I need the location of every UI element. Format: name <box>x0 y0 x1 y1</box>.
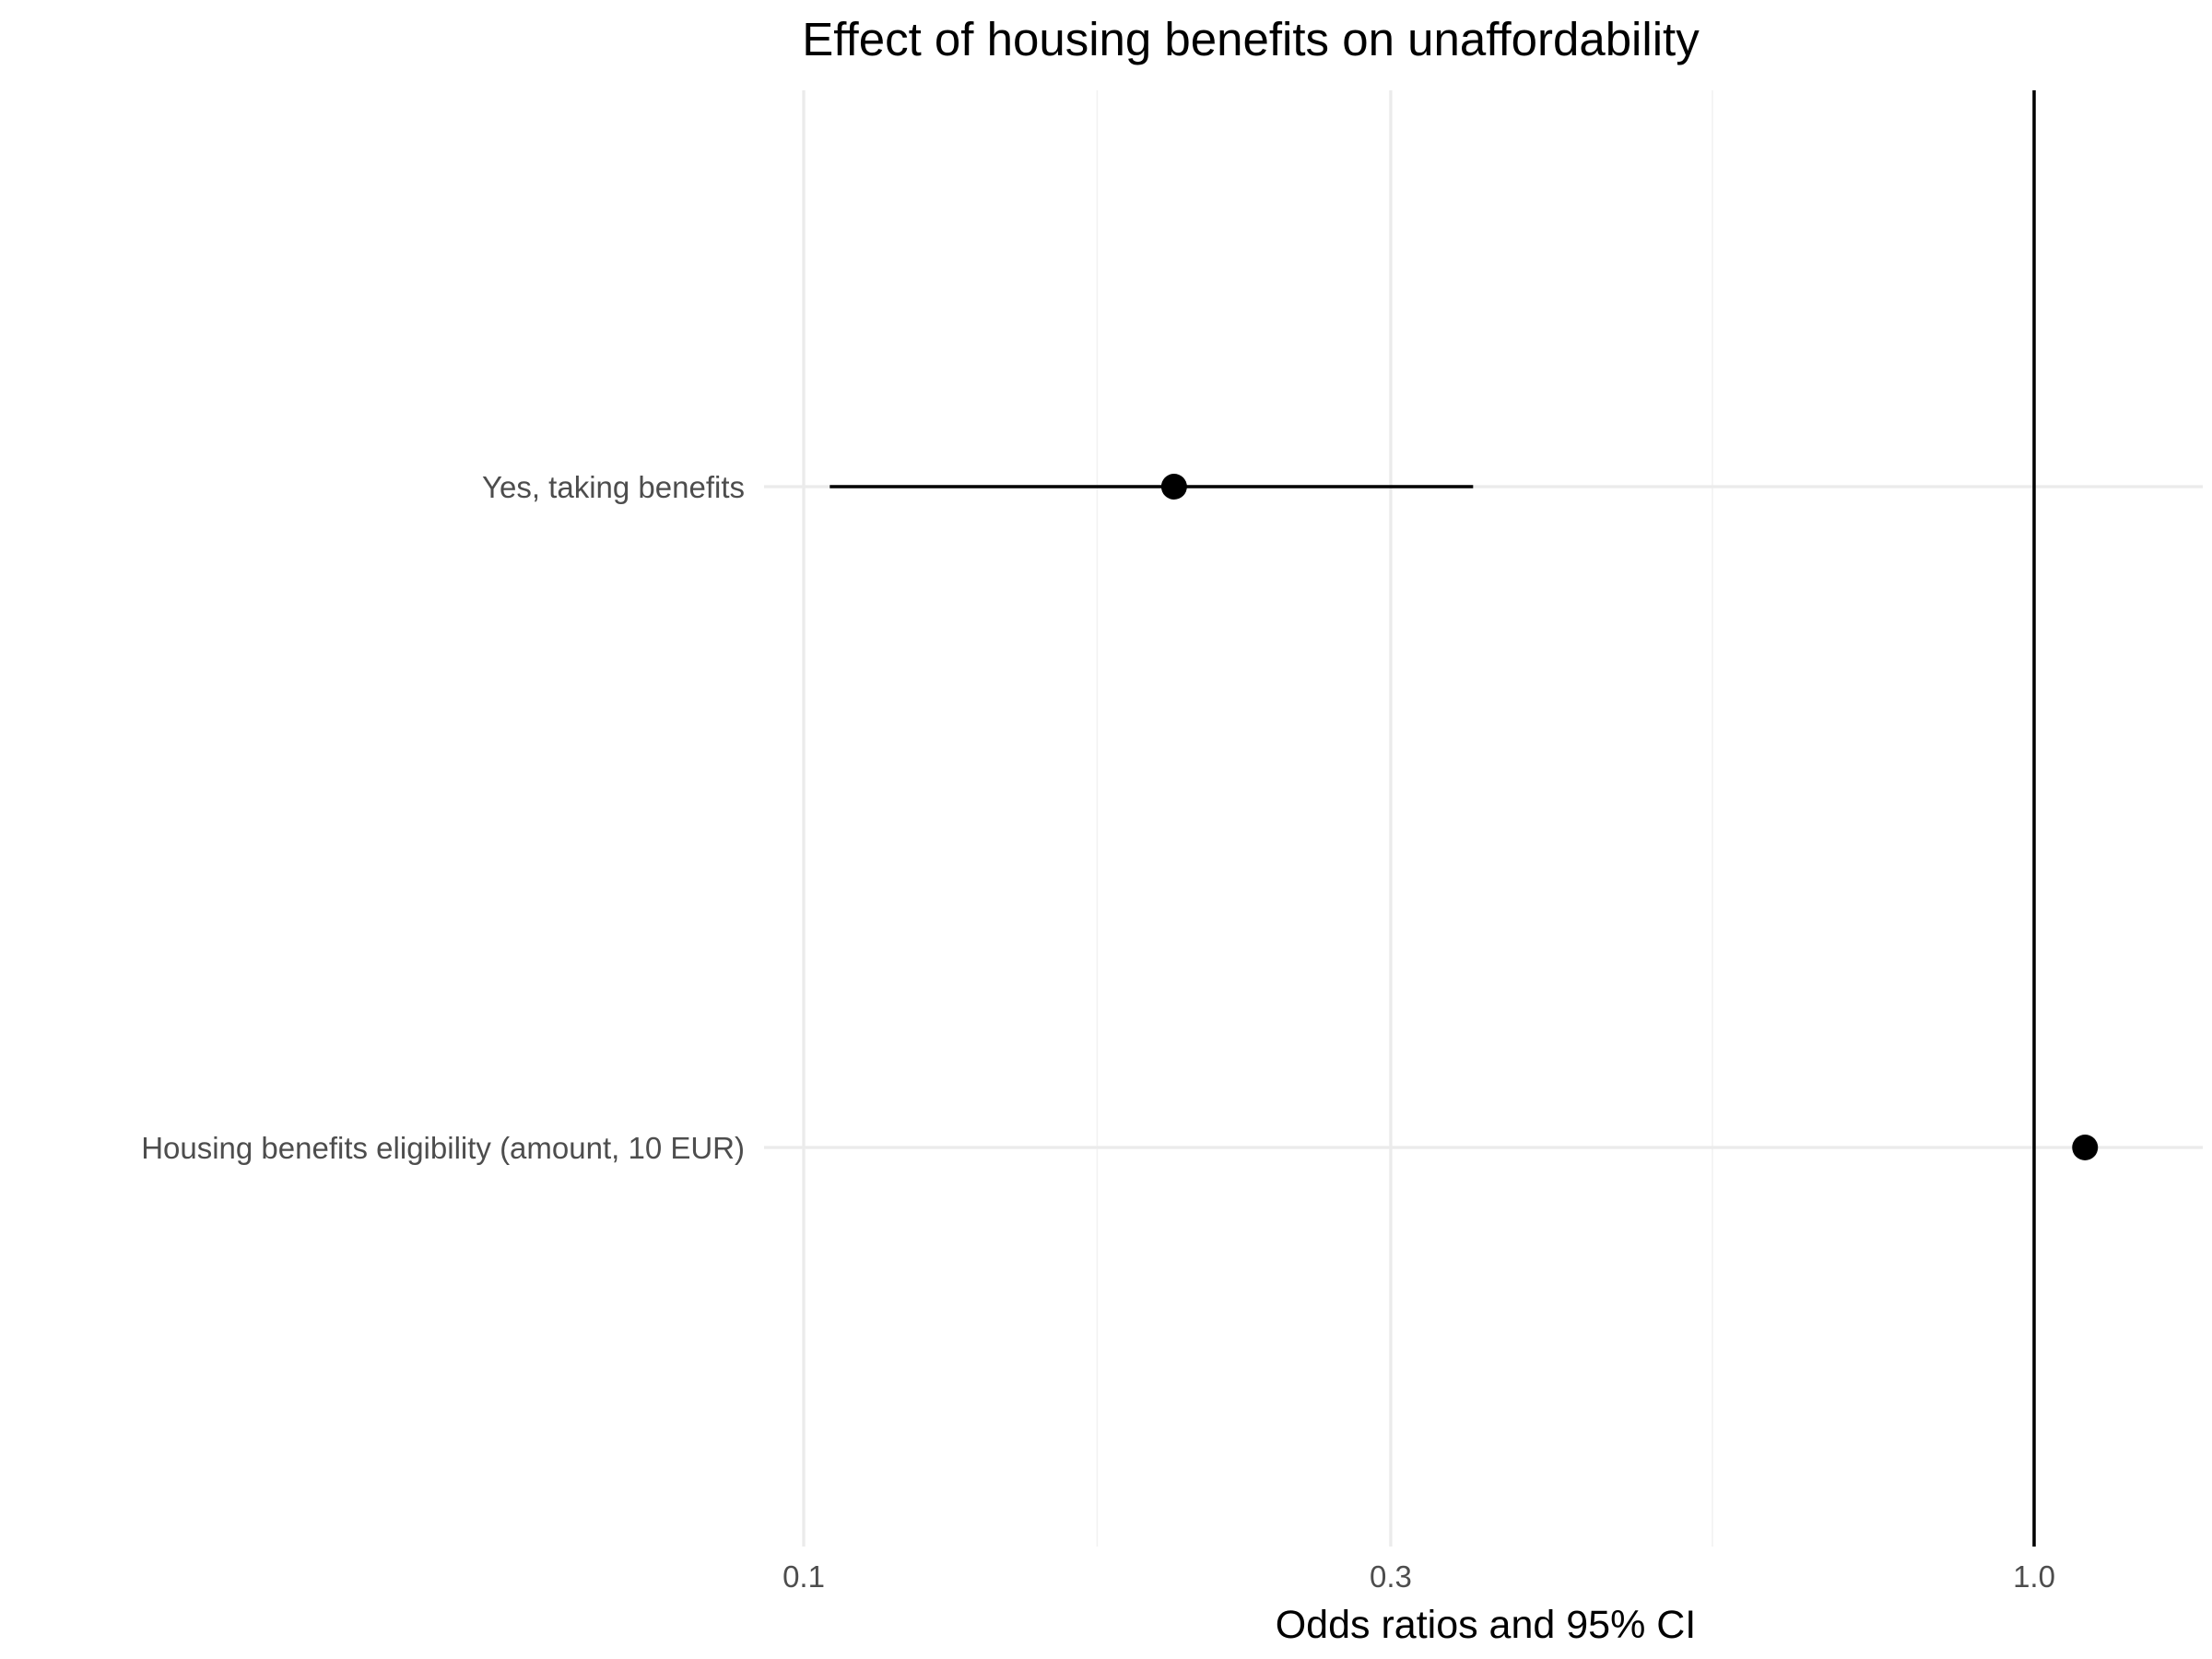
data-marks <box>830 474 2099 1160</box>
y-tick-label: Yes, taking benefits <box>482 470 745 504</box>
estimate-point <box>1160 474 1187 500</box>
x-axis-title: Odds ratios and 95% CI <box>1276 1603 1697 1647</box>
x-tick-label: 0.1 <box>782 1559 825 1594</box>
x-tick-label: 0.3 <box>1370 1559 1412 1594</box>
y-tick-label: Housing benefits eligibility (amount, 10… <box>141 1131 745 1165</box>
estimate-point <box>2072 1135 2099 1160</box>
chart-title: Effect of housing benefits on unaffordab… <box>802 13 1700 65</box>
grid <box>764 90 2203 1547</box>
x-tick-label: 1.0 <box>2013 1559 2055 1594</box>
tick-labels: 0.1 0.3 1.0 Yes, taking benefits Housing ben… <box>141 470 2055 1594</box>
